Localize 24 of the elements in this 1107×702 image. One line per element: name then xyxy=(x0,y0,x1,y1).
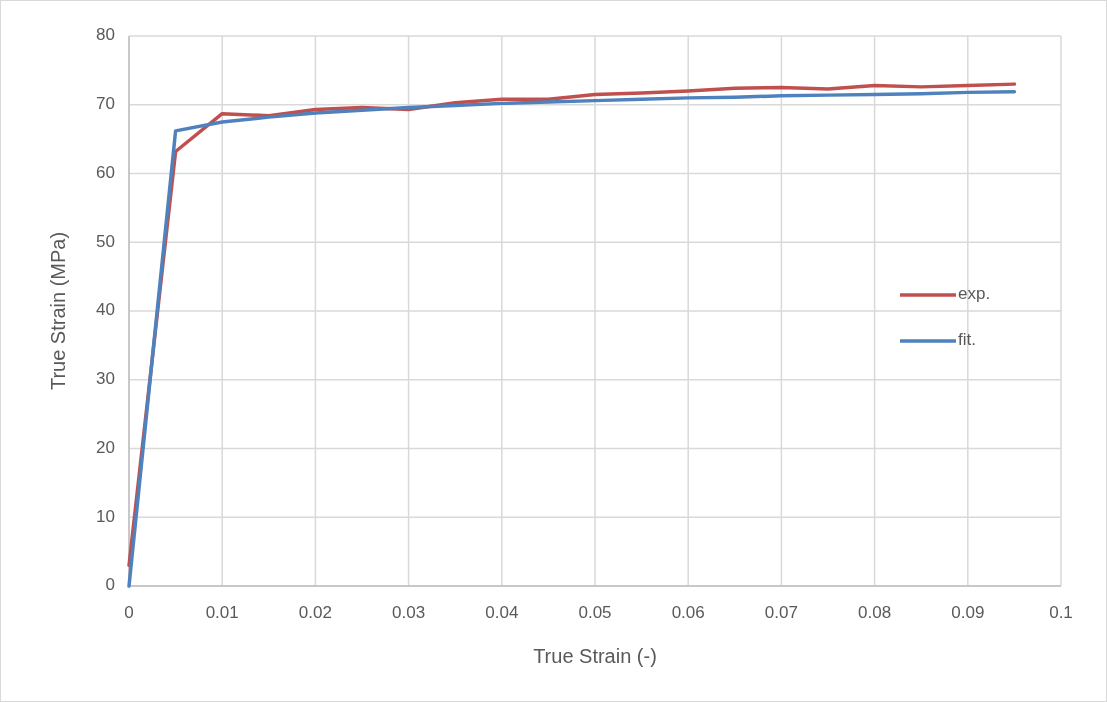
legend-label: exp. xyxy=(958,284,991,304)
x-tick-label: 0.1 xyxy=(1049,603,1073,622)
x-tick-label: 0.06 xyxy=(671,603,705,622)
x-tick-label: 0.08 xyxy=(858,603,892,622)
x-tick-label: 0.05 xyxy=(578,603,612,622)
x-tick-label: 0.07 xyxy=(764,603,798,622)
y-tick-label: 80 xyxy=(96,25,115,45)
legend-label: fit. xyxy=(958,330,976,350)
x-tick-label: 0.03 xyxy=(392,603,426,622)
y-tick-label: 10 xyxy=(96,506,115,526)
y-tick-label: 50 xyxy=(96,231,115,251)
y-tick-label: 20 xyxy=(96,437,115,457)
y-tick-label: 40 xyxy=(96,300,115,320)
y-tick-label: 0 xyxy=(105,575,115,595)
x-tick-label: 0.02 xyxy=(298,603,332,622)
x-axis-title: True Strain (-) xyxy=(533,645,657,667)
x-tick-label: 0 xyxy=(124,603,134,622)
x-tick-label: 0.09 xyxy=(951,603,985,622)
y-tick-label: 60 xyxy=(96,162,115,182)
y-tick-label: 70 xyxy=(96,94,115,114)
y-axis-title: True Strain (MPa) xyxy=(47,231,69,391)
y-tick-label: 30 xyxy=(96,369,115,389)
x-tick-label: 0.04 xyxy=(485,603,519,622)
x-tick-label: 0.01 xyxy=(205,603,239,622)
